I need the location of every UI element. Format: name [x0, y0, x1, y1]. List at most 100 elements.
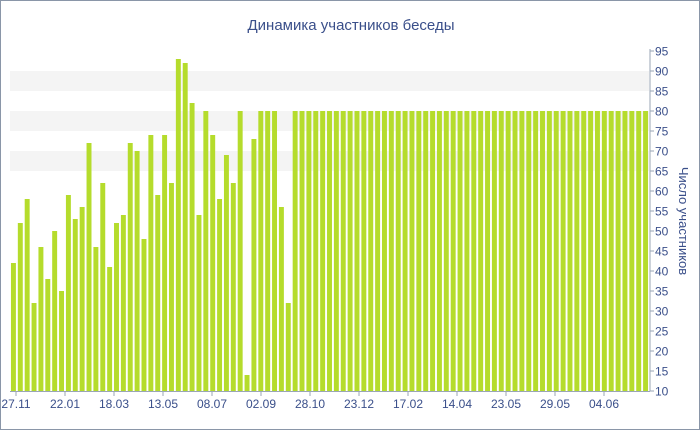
- bar: [327, 111, 332, 391]
- bar: [251, 139, 257, 391]
- bar: [189, 103, 195, 391]
- y-tick-label: 45: [655, 245, 669, 259]
- y-axis: 10 15 20 25 30 35 40 45 50 55 60 65 70 75 80 85 90 95: [649, 45, 669, 399]
- y-tick-label: 25: [655, 325, 669, 339]
- bar: [86, 143, 92, 391]
- bar: [608, 111, 614, 391]
- x-tick-label: 13.05: [148, 397, 178, 411]
- bar: [134, 151, 140, 391]
- bar: [93, 247, 99, 391]
- bar: [540, 111, 545, 391]
- bar: [450, 111, 456, 391]
- bar: [643, 111, 649, 391]
- bar: [196, 215, 202, 391]
- bar: [505, 111, 511, 391]
- x-tick-label: 02.09: [246, 397, 276, 411]
- bar: [402, 111, 408, 391]
- bar: [436, 111, 442, 391]
- bar: [52, 231, 58, 391]
- bar: [65, 195, 71, 391]
- bar: [409, 111, 415, 391]
- bar: [148, 135, 154, 391]
- bar: [395, 111, 401, 391]
- bar: [498, 111, 504, 391]
- x-tick-label: 18.03: [99, 397, 129, 411]
- bar: [581, 111, 587, 391]
- bar: [272, 111, 278, 391]
- bar: [340, 111, 346, 391]
- x-tick-label: 04.06: [589, 397, 619, 411]
- bar: [127, 143, 133, 391]
- x-tick-label: 28.10: [295, 397, 325, 411]
- bar: [100, 183, 106, 391]
- bar: [265, 111, 271, 391]
- bar: [471, 111, 477, 391]
- bar: [31, 303, 37, 391]
- bar: [59, 291, 65, 391]
- bar: [457, 111, 463, 391]
- bar: [175, 59, 181, 391]
- y-tick-label: 60: [655, 185, 669, 199]
- bar: [443, 111, 449, 391]
- y-tick-label: 85: [655, 85, 669, 99]
- bar: [72, 219, 78, 391]
- y-axis-label: Число участников: [676, 167, 691, 275]
- bar: [512, 111, 518, 391]
- bar: [141, 239, 147, 391]
- y-tick-label: 90: [655, 65, 669, 79]
- bar: [430, 111, 436, 391]
- bar: [354, 111, 360, 391]
- x-axis: 27.11 22.01 18.03 13.05 08.07 02.09 28.10 23.12…: [1, 391, 650, 411]
- bar: [38, 247, 44, 391]
- bar: [120, 215, 126, 391]
- bar: [278, 207, 284, 391]
- bar: [237, 111, 243, 391]
- bar: [223, 155, 229, 391]
- bar: [629, 111, 635, 391]
- y-tick-label: 50: [655, 225, 669, 239]
- bar: [533, 111, 539, 391]
- bar: [299, 111, 305, 391]
- bar: [244, 375, 250, 391]
- bar: [155, 195, 161, 391]
- bar: [594, 111, 600, 391]
- bar: [285, 303, 291, 391]
- bar: [553, 111, 559, 391]
- bar: [388, 111, 394, 391]
- y-tick-label: 15: [655, 365, 669, 379]
- bar: [258, 111, 264, 391]
- bar: [306, 111, 312, 391]
- bar: [464, 111, 470, 391]
- y-tick-label: 95: [655, 45, 669, 59]
- y-tick-label: 65: [655, 165, 669, 179]
- y-tick-label: 40: [655, 265, 669, 279]
- y-tick-label: 35: [655, 285, 669, 299]
- x-tick-label: 27.11: [1, 397, 30, 411]
- bar: [114, 223, 119, 391]
- bar: [615, 111, 621, 391]
- x-tick-label: 08.07: [197, 397, 227, 411]
- bar: [381, 111, 387, 391]
- bars-group: [10, 59, 649, 391]
- x-tick-label: 14.04: [442, 397, 472, 411]
- y-tick-label: 10: [655, 385, 669, 399]
- chart-title: Динамика участников беседы: [248, 17, 455, 34]
- bar: [230, 183, 236, 391]
- y-tick-label: 55: [655, 205, 669, 219]
- bar: [491, 111, 497, 391]
- bar: [320, 111, 326, 391]
- bar: [292, 111, 298, 391]
- y-tick-label: 70: [655, 145, 669, 159]
- bar: [519, 111, 525, 391]
- bar: [478, 111, 484, 391]
- bar: [526, 111, 532, 391]
- x-tick-label: 29.05: [540, 397, 570, 411]
- y-tick-label: 20: [655, 345, 669, 359]
- bar: [416, 111, 422, 391]
- bar: [203, 111, 209, 391]
- x-tick-label: 23.12: [344, 397, 374, 411]
- grid-band: [10, 71, 649, 91]
- bar: [567, 111, 573, 391]
